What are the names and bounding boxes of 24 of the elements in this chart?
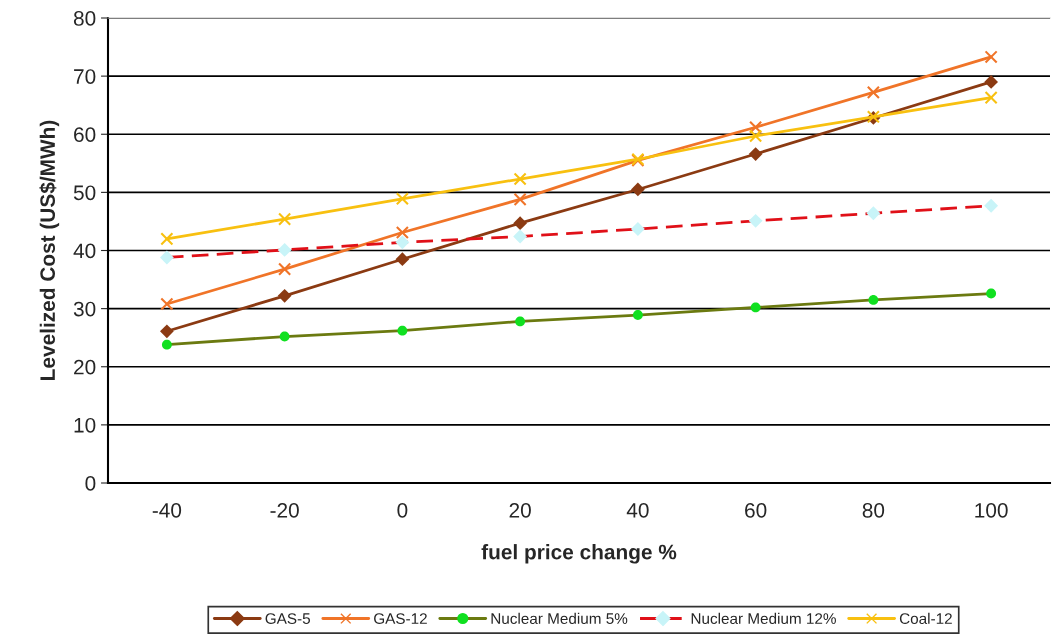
y-tick-label: 70 [74,69,96,84]
legend-label: GAS-12 [374,613,427,625]
x-tick-label: -40 [152,502,182,518]
x-tick-label: 20 [509,502,531,518]
x-tick-label: 0 [397,502,408,518]
legend-label: Coal-12 [899,612,952,625]
y-tick-label: 60 [74,127,96,142]
x-axis-title: fuel price change % [481,544,677,564]
y-tick-label: 80 [73,11,96,26]
x-tick-label: -20 [270,502,299,518]
y-tick-label: 40 [73,243,96,259]
x-tick-label: 60 [745,502,767,518]
y-tick-label: 30 [73,301,96,317]
x-tick-label: 40 [626,502,649,518]
legend-label: GAS-5 [265,613,310,625]
y-tick-label: 0 [85,476,96,491]
legend-label: Nuclear Medium 12% [691,612,836,625]
y-tick-label: 50 [73,185,96,201]
x-tick-label: 100 [975,502,1008,518]
y-axis-title: Levelized Cost (US$/MWh) [39,120,60,380]
y-tick-label: 20 [74,359,96,375]
y-tick-label: 10 [74,417,96,433]
legend-label: Nuclear Medium 5% [491,612,628,625]
x-tick-label: 80 [862,502,885,518]
